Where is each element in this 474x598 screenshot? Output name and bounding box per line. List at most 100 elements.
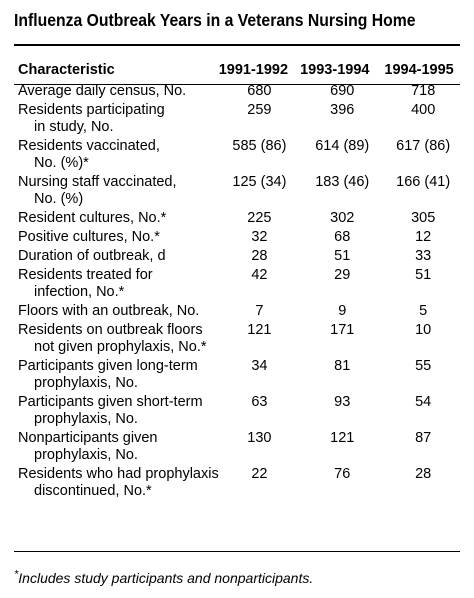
row-value: 166 (41): [396, 174, 451, 190]
row-value: 183 (46): [315, 174, 370, 190]
row-label: Residents vaccinated, No. (%)*: [18, 138, 219, 174]
row-label-line: prophylaxis, No.: [34, 375, 138, 391]
row-value: 28: [415, 466, 432, 482]
row-value: 34: [251, 358, 268, 374]
row-value: 130: [247, 430, 272, 446]
row-value: 9: [338, 303, 347, 319]
column-header-1991-1992: 1991-1992: [218, 62, 289, 78]
row-value: 54: [415, 394, 432, 410]
table-row: Participants given long-term prophylaxis,…: [18, 358, 462, 394]
column-header-1993-1994: 1993-1994: [300, 62, 370, 78]
row-value: 225: [247, 210, 272, 226]
row-label: Average daily census, No.: [18, 83, 219, 102]
table-row: Positive cultures, No.* 32 68 12: [18, 229, 462, 248]
row-label: Participants given short-term prophylaxis…: [18, 394, 219, 430]
row-label-line: Participants given short-term: [18, 394, 203, 410]
row-value: 29: [334, 267, 351, 283]
footnote-text: Includes study participants and nonparti…: [18, 570, 314, 586]
row-label: Positive cultures, No.*: [18, 229, 219, 248]
table-row: Resident cultures, No.* 225 302 305: [18, 210, 462, 229]
row-label-line: not given prophylaxis, No.*: [34, 339, 207, 355]
table-row: Average daily census, No. 680 690 718: [18, 83, 462, 102]
table-title: Influenza Outbreak Years in a Veterans N…: [14, 10, 416, 30]
row-label-line: Residents who had prophylaxis: [18, 466, 219, 482]
row-value: 81: [334, 358, 351, 374]
row-value: 690: [330, 83, 355, 99]
table-bottom-rule: [14, 551, 460, 552]
row-value: 12: [415, 229, 432, 245]
table-row: Nursing staff vaccinated, No. (%) 125 (34)…: [18, 174, 462, 210]
table-row: Duration of outbreak, d 28 51 33: [18, 248, 462, 267]
row-label-line: Participants given long-term: [18, 358, 198, 374]
row-value: 302: [330, 210, 355, 226]
row-value: 121: [247, 322, 272, 338]
row-value: 63: [251, 394, 268, 410]
row-value: 87: [415, 430, 432, 446]
footnote: *Includes study participants and nonpart…: [14, 568, 314, 586]
row-value: 32: [251, 229, 268, 245]
row-label-line: Duration of outbreak, d: [18, 248, 166, 264]
row-value: 5: [419, 303, 428, 319]
table-row: Nonparticipants given prophylaxis, No. 130…: [18, 430, 462, 466]
row-label-line: No. (%): [34, 191, 84, 207]
row-label-line: in study, No.: [34, 119, 114, 135]
row-label: Nonparticipants given prophylaxis, No.: [18, 430, 219, 466]
row-value: 33: [415, 248, 432, 264]
row-value: 121: [330, 430, 355, 446]
row-value: 51: [415, 267, 432, 283]
row-label: Duration of outbreak, d: [18, 248, 219, 267]
table-row: Residents on outbreak floors not given pr…: [18, 322, 462, 358]
table-row: Residents treated for infection, No.* 42 29…: [18, 267, 462, 303]
row-label: Participants given long-term prophylaxis,…: [18, 358, 219, 394]
row-label: Residents participating in study, No.: [18, 102, 219, 138]
row-value: 400: [411, 102, 436, 118]
row-value: 718: [411, 83, 436, 99]
row-label-line: infection, No.*: [34, 284, 125, 300]
title-rule: [14, 44, 460, 46]
row-label-line: Residents vaccinated,: [18, 138, 160, 154]
row-value: 42: [251, 267, 268, 283]
table-row: Participants given short-term prophylaxis…: [18, 394, 462, 430]
row-value: 22: [251, 466, 268, 482]
row-value: 68: [334, 229, 351, 245]
row-value: 171: [330, 322, 355, 338]
row-value: 93: [334, 394, 351, 410]
header-row: Characteristic 1991-1992 1993-1994 1994-…: [18, 62, 462, 83]
header-rule: [14, 84, 460, 85]
column-header-1994-1995: 1994-1995: [384, 62, 454, 78]
row-value: 585 (86): [232, 138, 287, 154]
row-label: Residents who had prophylaxis discontinue…: [18, 466, 219, 502]
row-label: Floors with an outbreak, No.: [18, 303, 219, 322]
row-label-line: Residents participating: [18, 102, 165, 118]
table-row: Residents participating in study, No. 259 3…: [18, 102, 462, 138]
row-value: 10: [415, 322, 432, 338]
row-value: 259: [247, 102, 272, 118]
row-label-line: Residents on outbreak floors: [18, 322, 203, 338]
row-value: 7: [255, 303, 264, 319]
row-label-line: Nonparticipants given: [18, 430, 158, 446]
row-value: 76: [334, 466, 351, 482]
row-label-line: prophylaxis, No.: [34, 447, 138, 463]
table-row: Floors with an outbreak, No. 7 9 5: [18, 303, 462, 322]
row-label-line: Positive cultures, No.*: [18, 229, 160, 245]
row-value: 305: [411, 210, 436, 226]
row-value: 617 (86): [396, 138, 451, 154]
table-body: Average daily census, No. 680 690 718 Reside…: [18, 83, 462, 502]
row-value: 125 (34): [232, 174, 287, 190]
row-label-line: Average daily census, No.: [18, 83, 187, 99]
column-header-characteristic: Characteristic: [18, 62, 115, 78]
row-label: Residents on outbreak floors not given pr…: [18, 322, 219, 358]
row-value: 396: [330, 102, 355, 118]
row-label: Residents treated for infection, No.*: [18, 267, 219, 303]
footnote-mark: *: [14, 568, 19, 581]
row-label-line: No. (%)*: [34, 155, 89, 171]
row-label-line: Resident cultures, No.*: [18, 210, 167, 226]
table-row: Residents who had prophylaxis discontinue…: [18, 466, 462, 502]
row-label-line: Floors with an outbreak, No.: [18, 303, 200, 319]
row-label-line: Nursing staff vaccinated,: [18, 174, 177, 190]
row-label-line: discontinued, No.*: [34, 483, 152, 499]
row-value: 51: [334, 248, 351, 264]
table-row: Residents vaccinated, No. (%)* 585 (86) 614…: [18, 138, 462, 174]
row-value: 28: [251, 248, 268, 264]
row-label: Nursing staff vaccinated, No. (%): [18, 174, 219, 210]
